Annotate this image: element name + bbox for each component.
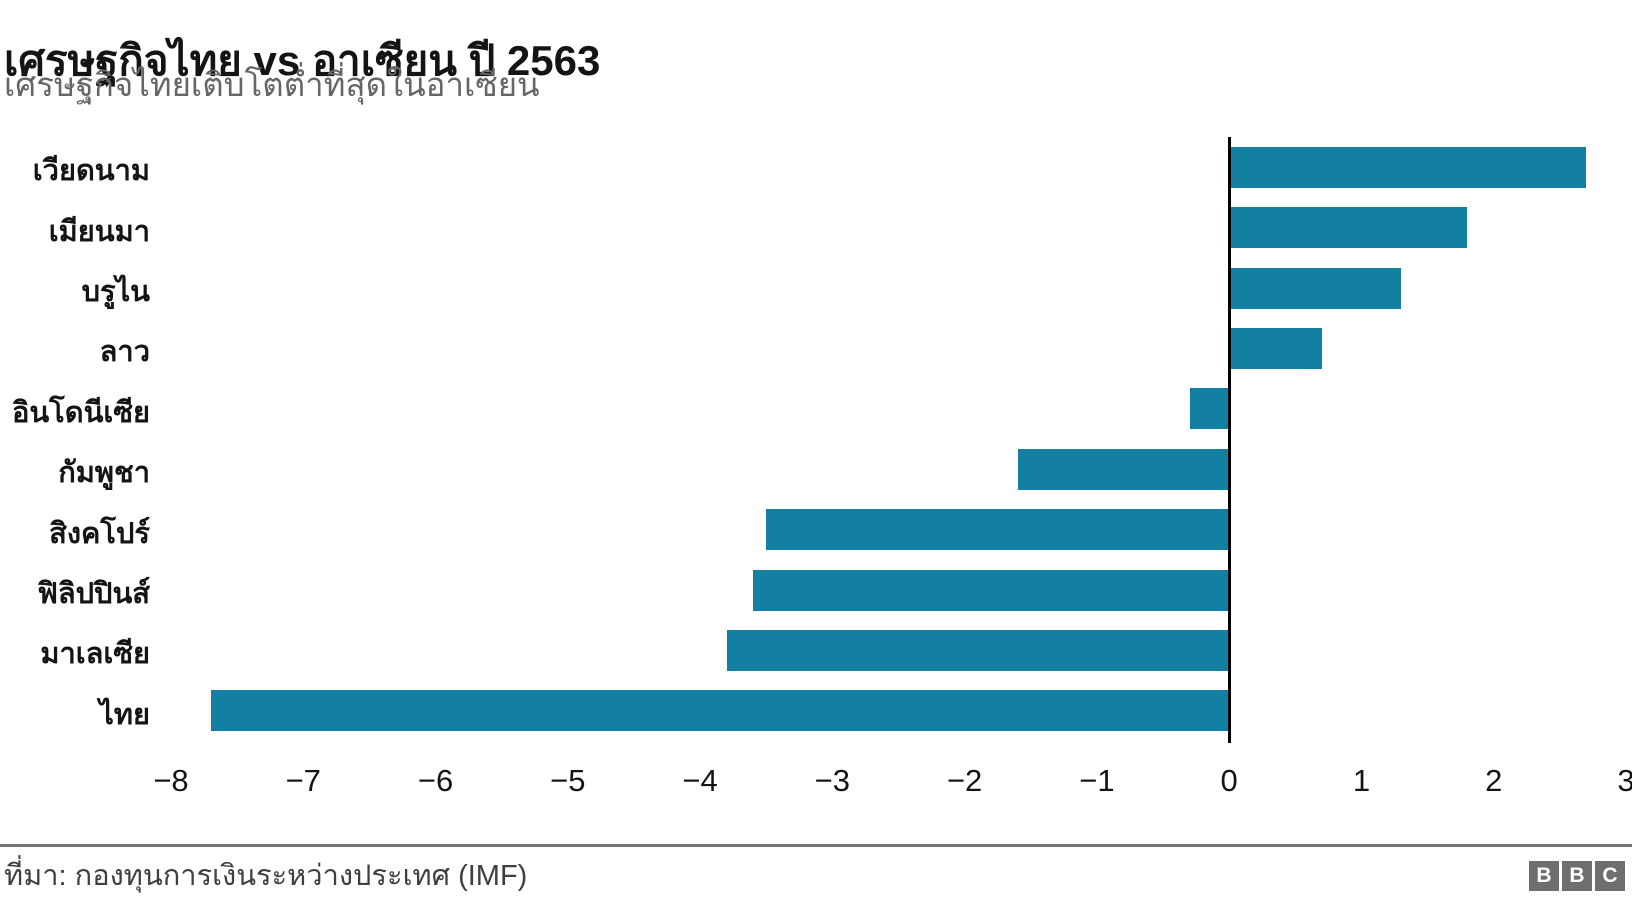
bar <box>753 569 1230 611</box>
x-tick-label: 0 <box>1220 763 1238 798</box>
bar <box>1017 448 1230 490</box>
x-tick-label: 1 <box>1352 763 1371 798</box>
category-label: ฟิลิปปินส์ <box>37 578 150 610</box>
bar <box>210 690 1230 732</box>
bar <box>766 509 1230 551</box>
category-label: ลาว <box>99 336 150 369</box>
x-tick-label: −5 <box>550 763 586 798</box>
bar <box>1229 267 1402 309</box>
category-label: กัมพูชา <box>58 457 150 490</box>
category-label: มาเลเซีย <box>40 638 150 671</box>
x-tick-label: −8 <box>153 763 189 798</box>
x-tick-label: −7 <box>285 763 321 798</box>
bbc-logo-letter: B <box>1529 861 1559 891</box>
bar <box>1229 207 1468 249</box>
x-tick-label: −2 <box>946 763 983 798</box>
footer-divider <box>0 844 1632 847</box>
category-label: ไทย <box>99 698 150 731</box>
bbc-logo: B B C <box>1529 861 1625 891</box>
chart-subtitle: เศรษฐกิจไทยเติบโตต่ำที่สุดในอาเซียน <box>4 66 540 103</box>
category-label: เวียดนาม <box>32 155 150 188</box>
category-label: เมียนมา <box>48 215 150 248</box>
chart-title: เศรษฐกิจไทย vs อาเซียน ปี 2563 <box>4 37 601 85</box>
x-tick-label: 2 <box>1485 763 1503 798</box>
category-label: บรูไน <box>81 276 150 308</box>
bar <box>726 629 1230 671</box>
bar <box>1229 327 1322 369</box>
x-tick-label: −4 <box>682 763 718 798</box>
zero-axis-line <box>1227 137 1231 743</box>
source-text: ที่มา: กองทุนการเงินระหว่างประเทศ (IMF) <box>4 860 528 892</box>
bar <box>1189 388 1230 430</box>
category-label: สิงคโปร์ <box>49 517 150 550</box>
bar <box>1229 146 1587 188</box>
bbc-logo-letter: C <box>1595 861 1625 891</box>
x-tick-label: 3 <box>1617 763 1632 798</box>
bbc-logo-letter: B <box>1562 861 1592 891</box>
category-label: อินโดนีเซีย <box>11 396 150 429</box>
x-tick-label: −1 <box>1079 763 1115 798</box>
x-tick-label: −6 <box>417 763 454 798</box>
x-tick-label: −3 <box>814 763 851 798</box>
